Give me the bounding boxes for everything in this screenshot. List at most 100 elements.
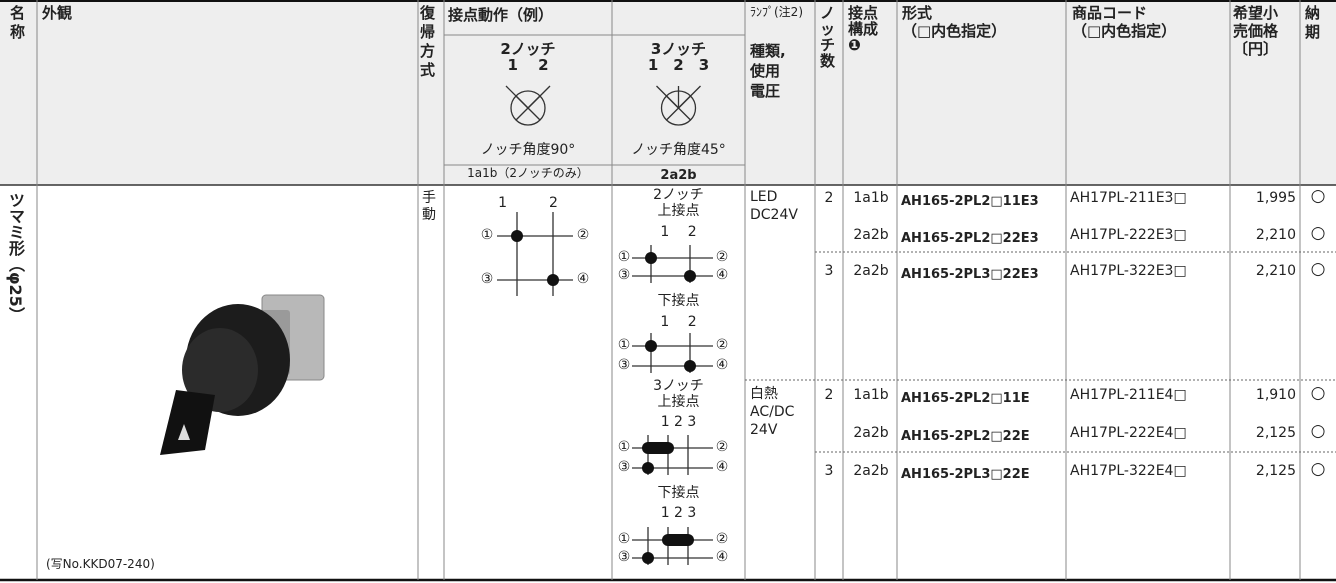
cell-text: 下接点 bbox=[657, 485, 700, 501]
cell-text: 24V bbox=[750, 422, 778, 438]
terminal-label: ② bbox=[715, 531, 729, 547]
cell-text: ノッチ角度45° bbox=[631, 142, 726, 158]
price: 1,910 bbox=[1255, 387, 1296, 403]
terminal-label: ③ bbox=[617, 459, 631, 475]
model-code: AH165-2PL2□22E3 bbox=[901, 231, 1039, 246]
cell-text: 接点動作（例） bbox=[448, 6, 554, 24]
cell-text: 手 bbox=[422, 190, 436, 206]
contact-dot bbox=[547, 274, 559, 286]
cell-text: 式 bbox=[420, 61, 436, 79]
delivery-mark: ○ bbox=[1310, 259, 1326, 279]
terminal-label: ③ bbox=[617, 357, 631, 373]
cell-text: ﾗﾝﾌﾟ(注2) bbox=[750, 5, 803, 19]
terminal-label: ② bbox=[576, 227, 590, 243]
model-code: AH165-2PL3□22E bbox=[901, 467, 1030, 482]
cell-text: 2a2b bbox=[660, 168, 697, 183]
terminal-label: ② bbox=[715, 249, 729, 265]
product-photo bbox=[160, 390, 215, 455]
cell-text: 2a2b bbox=[853, 425, 889, 441]
cell-text: ノ bbox=[820, 4, 836, 22]
delivery-mark: ○ bbox=[1310, 186, 1326, 206]
terminal-label: ③ bbox=[617, 549, 631, 565]
contact-dot bbox=[642, 552, 654, 564]
cell-text: 2ノッチ bbox=[500, 40, 556, 58]
cell-text: 3 bbox=[824, 263, 834, 279]
cell-text: DC24V bbox=[750, 207, 798, 223]
cell-text: （□内色指定） bbox=[902, 22, 1007, 40]
cell-text: 構成 bbox=[848, 20, 879, 38]
cell-text: 期 bbox=[1305, 23, 1321, 41]
cell-text: AC/DC bbox=[750, 404, 795, 420]
cell-text: 1 2 bbox=[660, 224, 697, 240]
delivery-mark: ○ bbox=[1310, 223, 1326, 243]
terminal-label: ④ bbox=[715, 549, 729, 565]
cell-text: 1 2 bbox=[660, 314, 697, 330]
rule bbox=[678, 85, 701, 109]
product-code: AH17PL-222E4□ bbox=[1070, 425, 1187, 441]
cell-text: 帰 bbox=[420, 23, 436, 41]
cell-text: 名 bbox=[10, 4, 26, 22]
cell-text: チ bbox=[820, 36, 836, 54]
cell-text: 1 2 3 bbox=[647, 56, 710, 74]
contact-dot bbox=[684, 360, 696, 372]
product-code: AH17PL-322E3□ bbox=[1070, 263, 1187, 279]
price: 2,210 bbox=[1255, 227, 1296, 243]
terminal-label: ④ bbox=[576, 271, 590, 287]
contact-dot bbox=[645, 340, 657, 352]
terminal-label: ④ bbox=[715, 459, 729, 475]
terminal-label: ③ bbox=[480, 271, 494, 287]
cell-text: LED bbox=[750, 189, 778, 205]
rule bbox=[527, 85, 551, 109]
cell-text: 称 bbox=[10, 23, 26, 41]
rule bbox=[656, 85, 679, 109]
terminal-label: ③ bbox=[617, 267, 631, 283]
price: 2,210 bbox=[1255, 263, 1296, 279]
cell-text: （□内色指定） bbox=[1072, 22, 1177, 40]
cell-text: 数 bbox=[820, 52, 836, 70]
cell-text: 種類, bbox=[750, 42, 786, 60]
cell-text: 1a1b bbox=[853, 190, 889, 206]
delivery-mark: ○ bbox=[1310, 421, 1326, 441]
cell-text: 動 bbox=[422, 207, 436, 223]
cell-text: 電圧 bbox=[750, 82, 781, 100]
cell-text: 復 bbox=[420, 4, 436, 22]
rule bbox=[505, 85, 529, 109]
product-name: ツマミ形（φ25） bbox=[6, 192, 25, 323]
cell-text: 1a1b（2ノッチのみ） bbox=[467, 166, 589, 180]
terminal-label: ① bbox=[480, 227, 494, 243]
product-code: AH17PL-211E4□ bbox=[1070, 387, 1187, 403]
cell-text: 1a1b bbox=[853, 387, 889, 403]
cell-text: 使用 bbox=[750, 62, 781, 80]
terminal-label: ① bbox=[617, 439, 631, 455]
cell-text: 方 bbox=[420, 42, 436, 60]
terminal-label: ① bbox=[617, 249, 631, 265]
cell-text: 2 bbox=[824, 387, 834, 403]
cell-text: 上接点 bbox=[657, 394, 700, 410]
cell-text: 1 2 bbox=[498, 195, 558, 211]
product-code: AH17PL-322E4□ bbox=[1070, 463, 1187, 479]
cell-text: 3ノッチ bbox=[650, 40, 707, 58]
contact-dot bbox=[511, 230, 523, 242]
terminal-label: ① bbox=[617, 337, 631, 353]
price: 1,995 bbox=[1255, 190, 1296, 206]
cell-text: ❶ bbox=[848, 36, 861, 54]
cell-text: 2ノッチ bbox=[653, 187, 704, 203]
product-code: AH17PL-222E3□ bbox=[1070, 227, 1187, 243]
terminal-label: ④ bbox=[715, 267, 729, 283]
terminal-label: ② bbox=[715, 337, 729, 353]
cell-text: 商品コード bbox=[1072, 4, 1148, 22]
product-photo bbox=[182, 328, 258, 412]
price: 2,125 bbox=[1255, 463, 1296, 479]
cell-text: 白熱 bbox=[750, 386, 778, 402]
terminal-label: ① bbox=[617, 531, 631, 547]
cell-text: 売価格 bbox=[1233, 22, 1279, 40]
model-code: AH165-2PL2□11E bbox=[901, 391, 1030, 406]
cell-text: 上接点 bbox=[657, 203, 700, 219]
contact-dot bbox=[645, 252, 657, 264]
price: 2,125 bbox=[1255, 425, 1296, 441]
contact-bar bbox=[642, 442, 674, 454]
cell-text: 1 2 3 bbox=[660, 414, 697, 430]
cell-text: 希望小 bbox=[1233, 4, 1279, 22]
delivery-mark: ○ bbox=[1310, 459, 1326, 479]
